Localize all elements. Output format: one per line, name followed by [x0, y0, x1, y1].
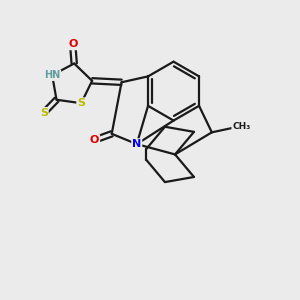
Text: S: S: [40, 108, 48, 118]
Text: CH₃: CH₃: [232, 122, 250, 131]
Text: O: O: [90, 135, 99, 145]
Text: S: S: [77, 98, 85, 108]
Text: HN: HN: [44, 70, 60, 80]
Text: O: O: [68, 39, 77, 50]
Text: N: N: [132, 139, 141, 149]
